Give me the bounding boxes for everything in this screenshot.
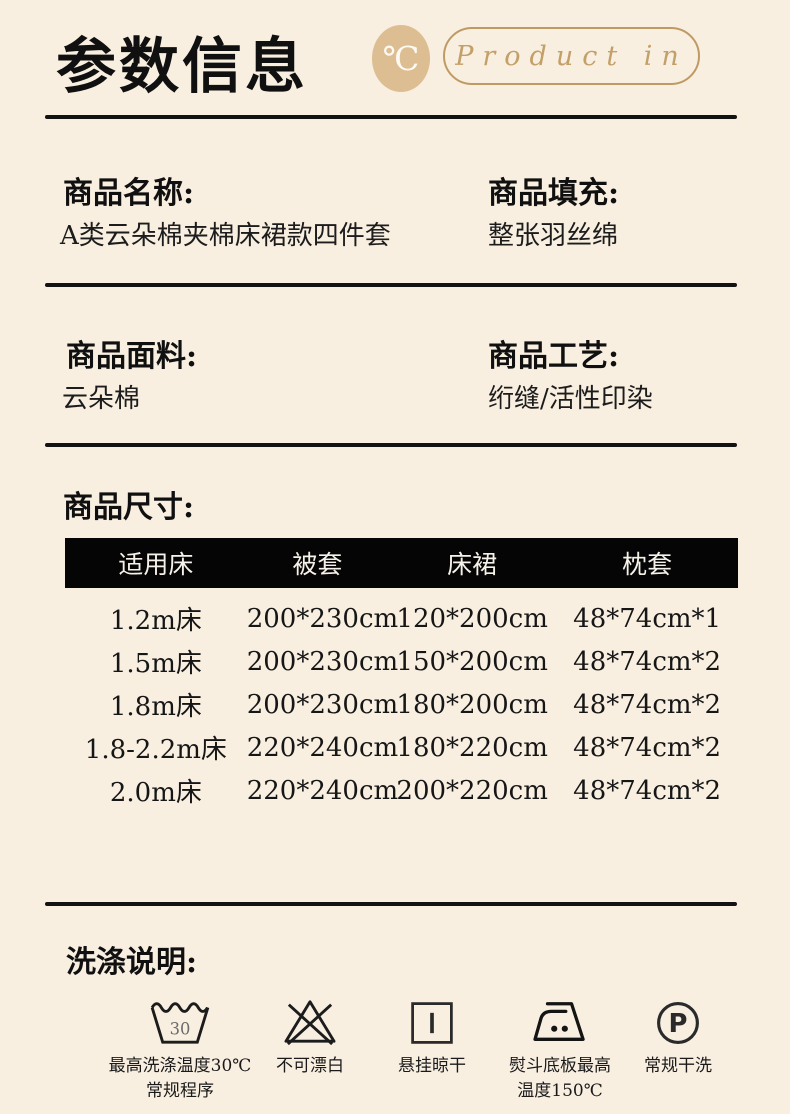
- column-header: 适用床: [118, 550, 194, 579]
- table-row: 1.5m床 200*230cm 150*200cm 48*74cm*2: [65, 640, 738, 683]
- table-row: 2.0m床 220*240cm 200*220cm 48*74cm*2: [65, 769, 738, 812]
- table-cell: 120*200cm: [396, 603, 548, 634]
- divider-line: [45, 283, 737, 287]
- table-row: 1.8m床 200*230cm 180*200cm 48*74cm*2: [65, 683, 738, 726]
- table-cell: 48*74cm*2: [573, 689, 722, 720]
- wash-care-item: 不可漂白: [222, 997, 398, 1079]
- column-header: 枕套: [622, 550, 673, 579]
- table-cell: 48*74cm*2: [573, 732, 722, 763]
- column-header: 床裙: [447, 550, 498, 579]
- table-cell: 200*230cm: [246, 646, 399, 677]
- wash-care-item: P 常规干洗: [590, 997, 766, 1079]
- dry-clean-letter: P: [669, 1009, 688, 1039]
- product-craft-label: 商品工艺:: [488, 339, 620, 374]
- wash-item-label: 最高洗涤温度30℃ 常规程序: [108, 1056, 252, 1101]
- wash-care-item: 悬挂晾干: [344, 997, 520, 1079]
- dry-clean-p-icon: P: [590, 997, 766, 1047]
- size-section-title: 商品尺寸:: [63, 490, 195, 525]
- table-cell: 48*74cm*1: [573, 603, 722, 634]
- size-table: 适用床 被套 床裙 枕套 1.2m床 200*230cm 120*200cm 4…: [65, 538, 738, 812]
- table-row: 1.2m床 200*230cm 120*200cm 48*74cm*1: [65, 597, 738, 640]
- wash-item-label: 熨斗底板最高 温度150℃: [509, 1056, 611, 1101]
- divider-line: [45, 902, 737, 906]
- iron-two-dot-icon: [472, 997, 648, 1047]
- product-script-pill: Product in: [443, 27, 700, 85]
- table-cell: 48*74cm*2: [573, 646, 722, 677]
- wash-tub-30-icon: 30: [92, 997, 268, 1047]
- product-fabric-label: 商品面料:: [66, 339, 198, 374]
- wash-section-title: 洗涤说明:: [66, 945, 198, 980]
- wash-temp-number: 30: [170, 1020, 191, 1039]
- wash-item-label: 悬挂晾干: [398, 1056, 466, 1076]
- table-cell: 48*74cm*2: [573, 775, 722, 806]
- size-table-header-row: 适用床 被套 床裙 枕套: [65, 538, 738, 588]
- wash-item-label: 常规干洗: [644, 1056, 712, 1076]
- product-name-value: A类云朵棉夹棉床裙款四件套: [60, 221, 391, 251]
- divider-line: [45, 115, 737, 119]
- table-cell: 1.2m床: [109, 606, 202, 636]
- degree-celsius-icon: ℃: [382, 39, 420, 78]
- table-cell: 200*220cm: [396, 775, 548, 806]
- table-cell: 1.8-2.2m床: [84, 735, 227, 765]
- script-label: Product in: [455, 40, 688, 72]
- wash-care-item: 30 最高洗涤温度30℃ 常规程序: [92, 997, 268, 1103]
- product-fabric-value: 云朵棉: [62, 384, 141, 414]
- divider-line: [45, 443, 737, 447]
- column-header: 被套: [292, 550, 343, 579]
- product-name-label: 商品名称:: [63, 176, 195, 211]
- size-table-body: 1.2m床 200*230cm 120*200cm 48*74cm*1 1.5m…: [65, 588, 738, 812]
- table-row: 1.8-2.2m床 220*240cm 180*220cm 48*74cm*2: [65, 726, 738, 769]
- table-cell: 1.5m床: [109, 649, 202, 679]
- table-cell: 180*200cm: [396, 689, 548, 720]
- table-cell: 220*240cm: [246, 775, 399, 806]
- wash-item-label: 不可漂白: [276, 1056, 344, 1076]
- table-cell: 200*230cm: [246, 603, 399, 634]
- table-cell: 200*230cm: [246, 689, 399, 720]
- table-cell: 180*220cm: [396, 732, 548, 763]
- hang-dry-icon: [344, 997, 520, 1047]
- temperature-badge: ℃: [372, 25, 430, 92]
- table-cell: 220*240cm: [246, 732, 399, 763]
- product-craft-value: 绗缝/活性印染: [488, 384, 653, 414]
- table-cell: 150*200cm: [396, 646, 548, 677]
- no-bleach-icon: [222, 997, 398, 1047]
- table-cell: 2.0m床: [109, 778, 202, 808]
- product-filling-value: 整张羽丝绵: [488, 221, 619, 251]
- table-cell: 1.8m床: [109, 692, 202, 722]
- page-title: 参数信息: [56, 32, 308, 102]
- wash-care-item: 熨斗底板最高 温度150℃: [472, 997, 648, 1103]
- product-filling-label: 商品填充:: [488, 176, 620, 211]
